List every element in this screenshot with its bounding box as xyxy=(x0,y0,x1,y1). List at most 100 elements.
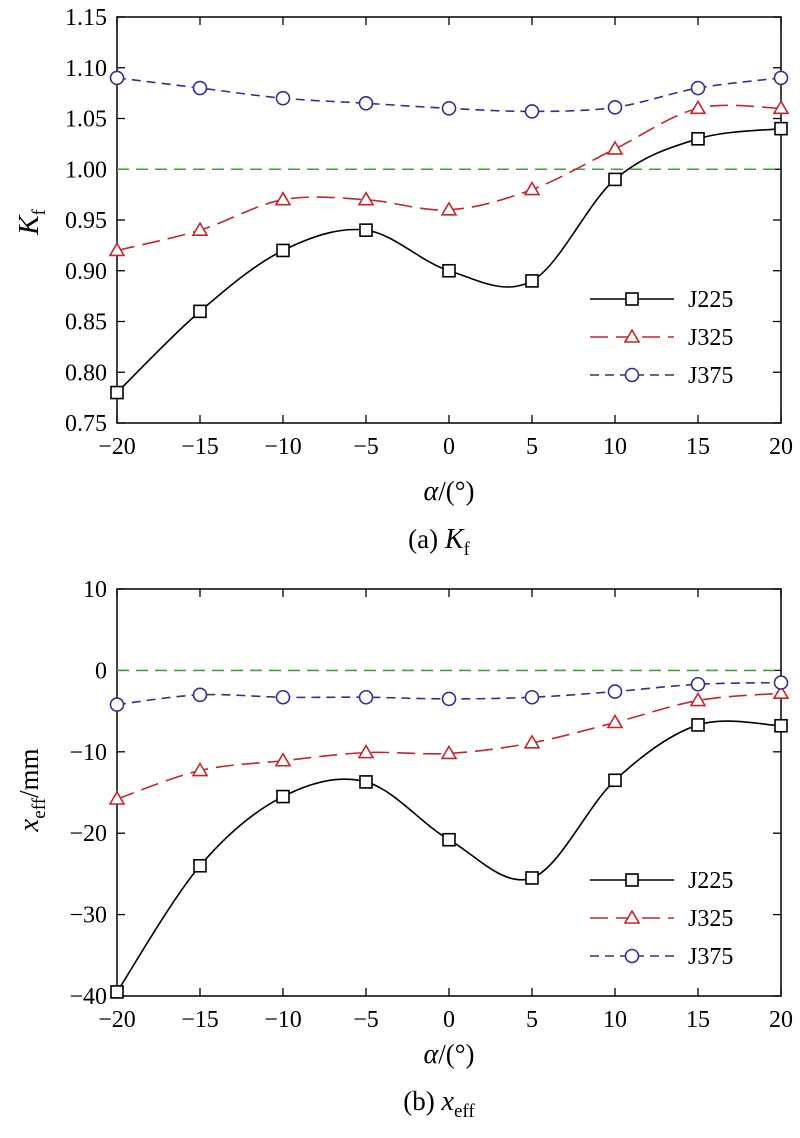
data-point-J225 xyxy=(110,985,124,999)
data-point-J375 xyxy=(607,684,623,699)
chart-panel-a: −20 −15 −10 −5 0 5 10 15 20 0.75 0.80 0.85 0.90 0.95 1… xyxy=(13,5,793,560)
data-point-J325 xyxy=(274,752,292,767)
y-tick-label: −40 xyxy=(69,984,107,1010)
x-tick-label: 10 xyxy=(603,434,627,460)
legend-label-J375: J375 xyxy=(688,944,733,970)
data-point-J375 xyxy=(773,70,789,86)
data-point-J225 xyxy=(276,243,290,258)
data-point-J325 xyxy=(440,201,458,216)
data-point-J225 xyxy=(691,718,705,732)
data-point-J325 xyxy=(440,744,458,760)
legend-label-J325: J325 xyxy=(688,906,733,932)
x-tick-label: 5 xyxy=(526,434,538,460)
series-line-J325 xyxy=(116,104,782,252)
y-tick-label: 0 xyxy=(95,658,107,684)
data-point-J325 xyxy=(772,684,790,699)
y-tick-label: 0.95 xyxy=(65,208,107,234)
data-point-J375 xyxy=(607,100,623,115)
y-tick-label: 1.00 xyxy=(65,157,107,183)
x-tick-label: 20 xyxy=(769,1007,793,1033)
data-point-J225 xyxy=(525,871,539,885)
plot-frame xyxy=(116,16,782,424)
data-point-J225 xyxy=(359,775,373,789)
data-point-J325 xyxy=(357,744,375,759)
data-point-J375 xyxy=(773,675,789,690)
x-axis-label: α/(°) xyxy=(424,476,475,507)
legend-marker-J225 xyxy=(625,292,639,306)
data-point-J375 xyxy=(192,80,208,96)
data-point-J225 xyxy=(193,858,207,873)
y-tick-label: 0.80 xyxy=(65,360,107,386)
x-tick-label: −20 xyxy=(98,434,136,460)
x-tick-label: 15 xyxy=(686,1007,710,1033)
data-point-J225 xyxy=(608,773,622,788)
data-point-J225 xyxy=(442,263,456,278)
legend-marker-J325 xyxy=(623,328,641,343)
data-point-J325 xyxy=(191,761,209,777)
series-J225 xyxy=(110,121,788,400)
series-J375 xyxy=(109,675,789,712)
data-point-J325 xyxy=(606,140,624,155)
x-tick-label: 15 xyxy=(686,434,710,460)
series-J325 xyxy=(108,684,790,805)
series-J375 xyxy=(109,70,789,119)
data-point-J375 xyxy=(275,90,291,106)
legend-marker-J325 xyxy=(623,909,641,924)
x-tick-label: 10 xyxy=(603,1007,627,1033)
y-tick-label: 0.90 xyxy=(65,259,107,285)
data-point-J325 xyxy=(108,790,126,805)
data-point-J375 xyxy=(690,80,706,96)
data-point-J325 xyxy=(108,241,126,257)
legend-label-J225: J225 xyxy=(688,287,733,313)
series-line-J225 xyxy=(116,127,782,394)
x-tick-label: 0 xyxy=(443,434,455,460)
data-point-J375 xyxy=(524,104,540,119)
x-tick-label: −5 xyxy=(353,1007,379,1033)
y-tick-label: 1.10 xyxy=(65,56,107,82)
data-point-J375 xyxy=(358,689,374,705)
x-tick-label: 0 xyxy=(443,1007,455,1033)
y-tick-label: −30 xyxy=(69,903,107,929)
data-point-J225 xyxy=(525,274,539,288)
legend-marker-J225 xyxy=(625,873,639,887)
y-tick-label: 1.15 xyxy=(65,5,107,31)
data-point-J325 xyxy=(523,180,541,196)
data-point-J375 xyxy=(192,687,208,703)
data-point-J225 xyxy=(608,172,622,187)
series-J325 xyxy=(108,99,790,257)
data-point-J325 xyxy=(689,99,707,115)
x-tick-label: −10 xyxy=(264,434,302,460)
series-J225 xyxy=(110,718,788,999)
data-point-J325 xyxy=(523,734,541,749)
y-tick-label: 0.85 xyxy=(65,310,107,336)
data-point-J325 xyxy=(274,191,292,206)
data-point-J225 xyxy=(276,789,290,804)
legend-marker-J375 xyxy=(624,367,640,383)
y-tick-label: −10 xyxy=(69,740,107,766)
y-tick-label: 1.05 xyxy=(65,107,107,133)
legend-marker-J375 xyxy=(624,948,640,964)
legend-label-J375: J375 xyxy=(688,363,733,389)
data-point-J225 xyxy=(193,304,207,319)
y-axis-label: xeff/mm xyxy=(13,748,50,832)
plot-frame xyxy=(116,588,782,997)
x-tick-label: 20 xyxy=(769,434,793,460)
data-point-J375 xyxy=(358,95,374,111)
data-point-J225 xyxy=(110,385,124,400)
data-point-J375 xyxy=(441,101,457,116)
x-tick-label: −15 xyxy=(181,434,219,460)
data-point-J375 xyxy=(109,697,125,712)
data-point-J325 xyxy=(191,221,209,236)
x-tick-label: −5 xyxy=(353,434,379,460)
caption-panel-b: (b) xeff xyxy=(403,1086,475,1122)
data-point-J375 xyxy=(275,689,291,705)
data-point-J375 xyxy=(441,691,457,707)
x-axis-label: α/(°) xyxy=(424,1039,475,1070)
caption-panel-a: (a) Kf xyxy=(408,524,470,560)
x-tick-label: −20 xyxy=(98,1007,136,1033)
data-point-J225 xyxy=(774,718,788,733)
data-point-J225 xyxy=(774,121,788,136)
y-tick-label: 0.75 xyxy=(65,411,107,437)
legend: J225 J325 J375 xyxy=(590,868,733,970)
legend-label-J225: J225 xyxy=(688,868,733,894)
